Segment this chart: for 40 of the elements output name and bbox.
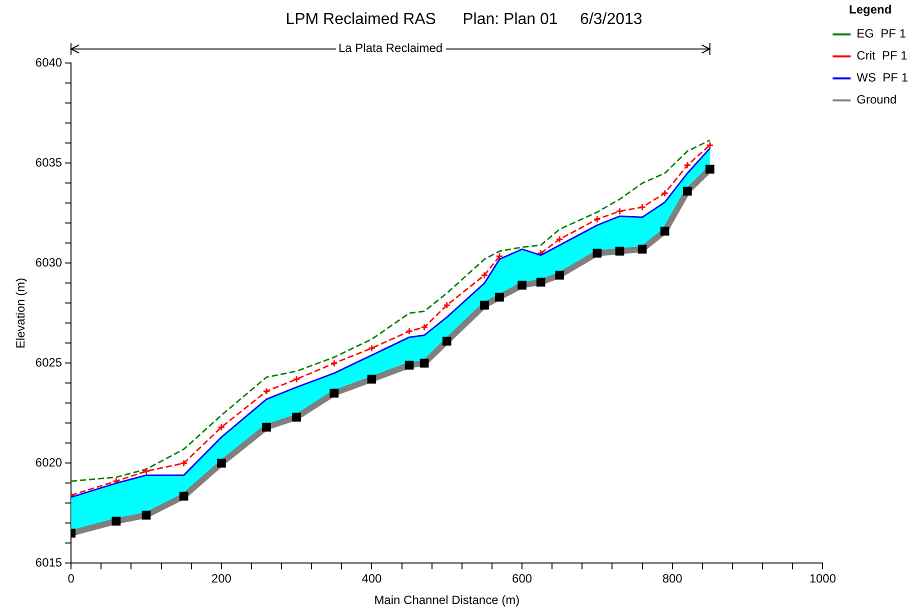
point	[142, 467, 150, 475]
text: La Plata Reclaimed	[336, 41, 446, 56]
point	[706, 141, 714, 149]
y-axis-title: Elevation (m)	[14, 278, 28, 349]
y-tick-label: 6035	[35, 156, 62, 170]
x-tick-label: 600	[512, 572, 532, 586]
y-tick-label: 6015	[35, 556, 62, 570]
legend-label: Crit PF 1	[856, 48, 908, 63]
y-tick-label: 6025	[35, 356, 62, 370]
legend-label: WS PF 1	[856, 70, 908, 85]
point	[330, 359, 338, 367]
point	[218, 423, 226, 431]
point	[480, 271, 488, 279]
point	[180, 459, 188, 467]
point	[496, 252, 504, 260]
point	[443, 301, 451, 309]
legend-label: EG PF 1	[856, 26, 906, 41]
point	[406, 327, 414, 335]
x-tick-label: 200	[211, 572, 232, 586]
point	[638, 203, 646, 211]
x-tick-label: 0	[68, 572, 75, 586]
legend-title: Legend	[848, 2, 892, 16]
legend-label: Ground	[856, 92, 897, 107]
x-axis-title: Main Channel Distance (m)	[374, 593, 520, 608]
point	[262, 387, 270, 395]
point	[556, 235, 564, 243]
x-tick-label: 800	[662, 572, 683, 586]
point	[368, 344, 376, 352]
y-tick-label: 6040	[35, 56, 62, 70]
point	[661, 189, 669, 197]
point	[616, 207, 624, 215]
x-tick-label: 1000	[809, 572, 836, 586]
x-tick-label: 400	[362, 572, 382, 586]
y-tick-label: 6030	[35, 256, 62, 270]
point	[593, 215, 601, 223]
point	[420, 323, 428, 331]
point	[684, 161, 692, 169]
chart-title: LPM Reclaimed RAS Plan: Plan 01 6/3/2013	[286, 11, 642, 28]
y-tick-label: 6020	[35, 456, 62, 470]
point	[292, 375, 300, 383]
